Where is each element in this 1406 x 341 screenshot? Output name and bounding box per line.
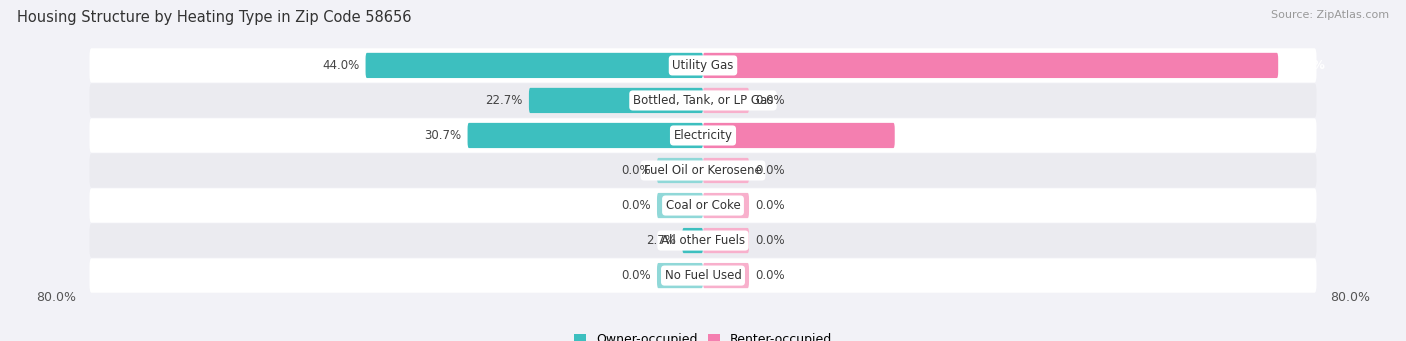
FancyBboxPatch shape <box>703 263 749 288</box>
Text: Housing Structure by Heating Type in Zip Code 58656: Housing Structure by Heating Type in Zip… <box>17 10 412 25</box>
Text: Utility Gas: Utility Gas <box>672 59 734 72</box>
Text: 2.7%: 2.7% <box>647 234 676 247</box>
FancyBboxPatch shape <box>529 88 703 113</box>
Text: 0.0%: 0.0% <box>621 164 651 177</box>
FancyBboxPatch shape <box>657 263 703 288</box>
Text: Source: ZipAtlas.com: Source: ZipAtlas.com <box>1271 10 1389 20</box>
FancyBboxPatch shape <box>90 188 1316 223</box>
Text: 25.0%: 25.0% <box>901 129 942 142</box>
Text: Fuel Oil or Kerosene: Fuel Oil or Kerosene <box>644 164 762 177</box>
FancyBboxPatch shape <box>703 88 749 113</box>
FancyBboxPatch shape <box>703 228 749 253</box>
FancyBboxPatch shape <box>703 158 749 183</box>
Text: 0.0%: 0.0% <box>755 269 785 282</box>
FancyBboxPatch shape <box>703 193 749 218</box>
Text: Bottled, Tank, or LP Gas: Bottled, Tank, or LP Gas <box>633 94 773 107</box>
FancyBboxPatch shape <box>703 53 1278 78</box>
Text: No Fuel Used: No Fuel Used <box>665 269 741 282</box>
Legend: Owner-occupied, Renter-occupied: Owner-occupied, Renter-occupied <box>568 328 838 341</box>
FancyBboxPatch shape <box>682 228 703 253</box>
Text: 44.0%: 44.0% <box>322 59 360 72</box>
Text: 22.7%: 22.7% <box>485 94 523 107</box>
FancyBboxPatch shape <box>366 53 703 78</box>
FancyBboxPatch shape <box>657 193 703 218</box>
FancyBboxPatch shape <box>90 83 1316 118</box>
Text: 0.0%: 0.0% <box>755 94 785 107</box>
FancyBboxPatch shape <box>90 223 1316 258</box>
Text: 75.0%: 75.0% <box>1284 59 1326 72</box>
FancyBboxPatch shape <box>90 153 1316 188</box>
FancyBboxPatch shape <box>657 158 703 183</box>
Text: 30.7%: 30.7% <box>425 129 461 142</box>
Text: 80.0%: 80.0% <box>35 291 76 304</box>
Text: Electricity: Electricity <box>673 129 733 142</box>
FancyBboxPatch shape <box>468 123 703 148</box>
Text: 80.0%: 80.0% <box>1330 291 1371 304</box>
Text: Coal or Coke: Coal or Coke <box>665 199 741 212</box>
FancyBboxPatch shape <box>90 48 1316 83</box>
Text: 0.0%: 0.0% <box>755 234 785 247</box>
FancyBboxPatch shape <box>90 118 1316 153</box>
Text: 0.0%: 0.0% <box>755 164 785 177</box>
Text: 0.0%: 0.0% <box>621 199 651 212</box>
FancyBboxPatch shape <box>703 123 894 148</box>
Text: All other Fuels: All other Fuels <box>661 234 745 247</box>
Text: 0.0%: 0.0% <box>621 269 651 282</box>
FancyBboxPatch shape <box>90 258 1316 293</box>
Text: 0.0%: 0.0% <box>755 199 785 212</box>
